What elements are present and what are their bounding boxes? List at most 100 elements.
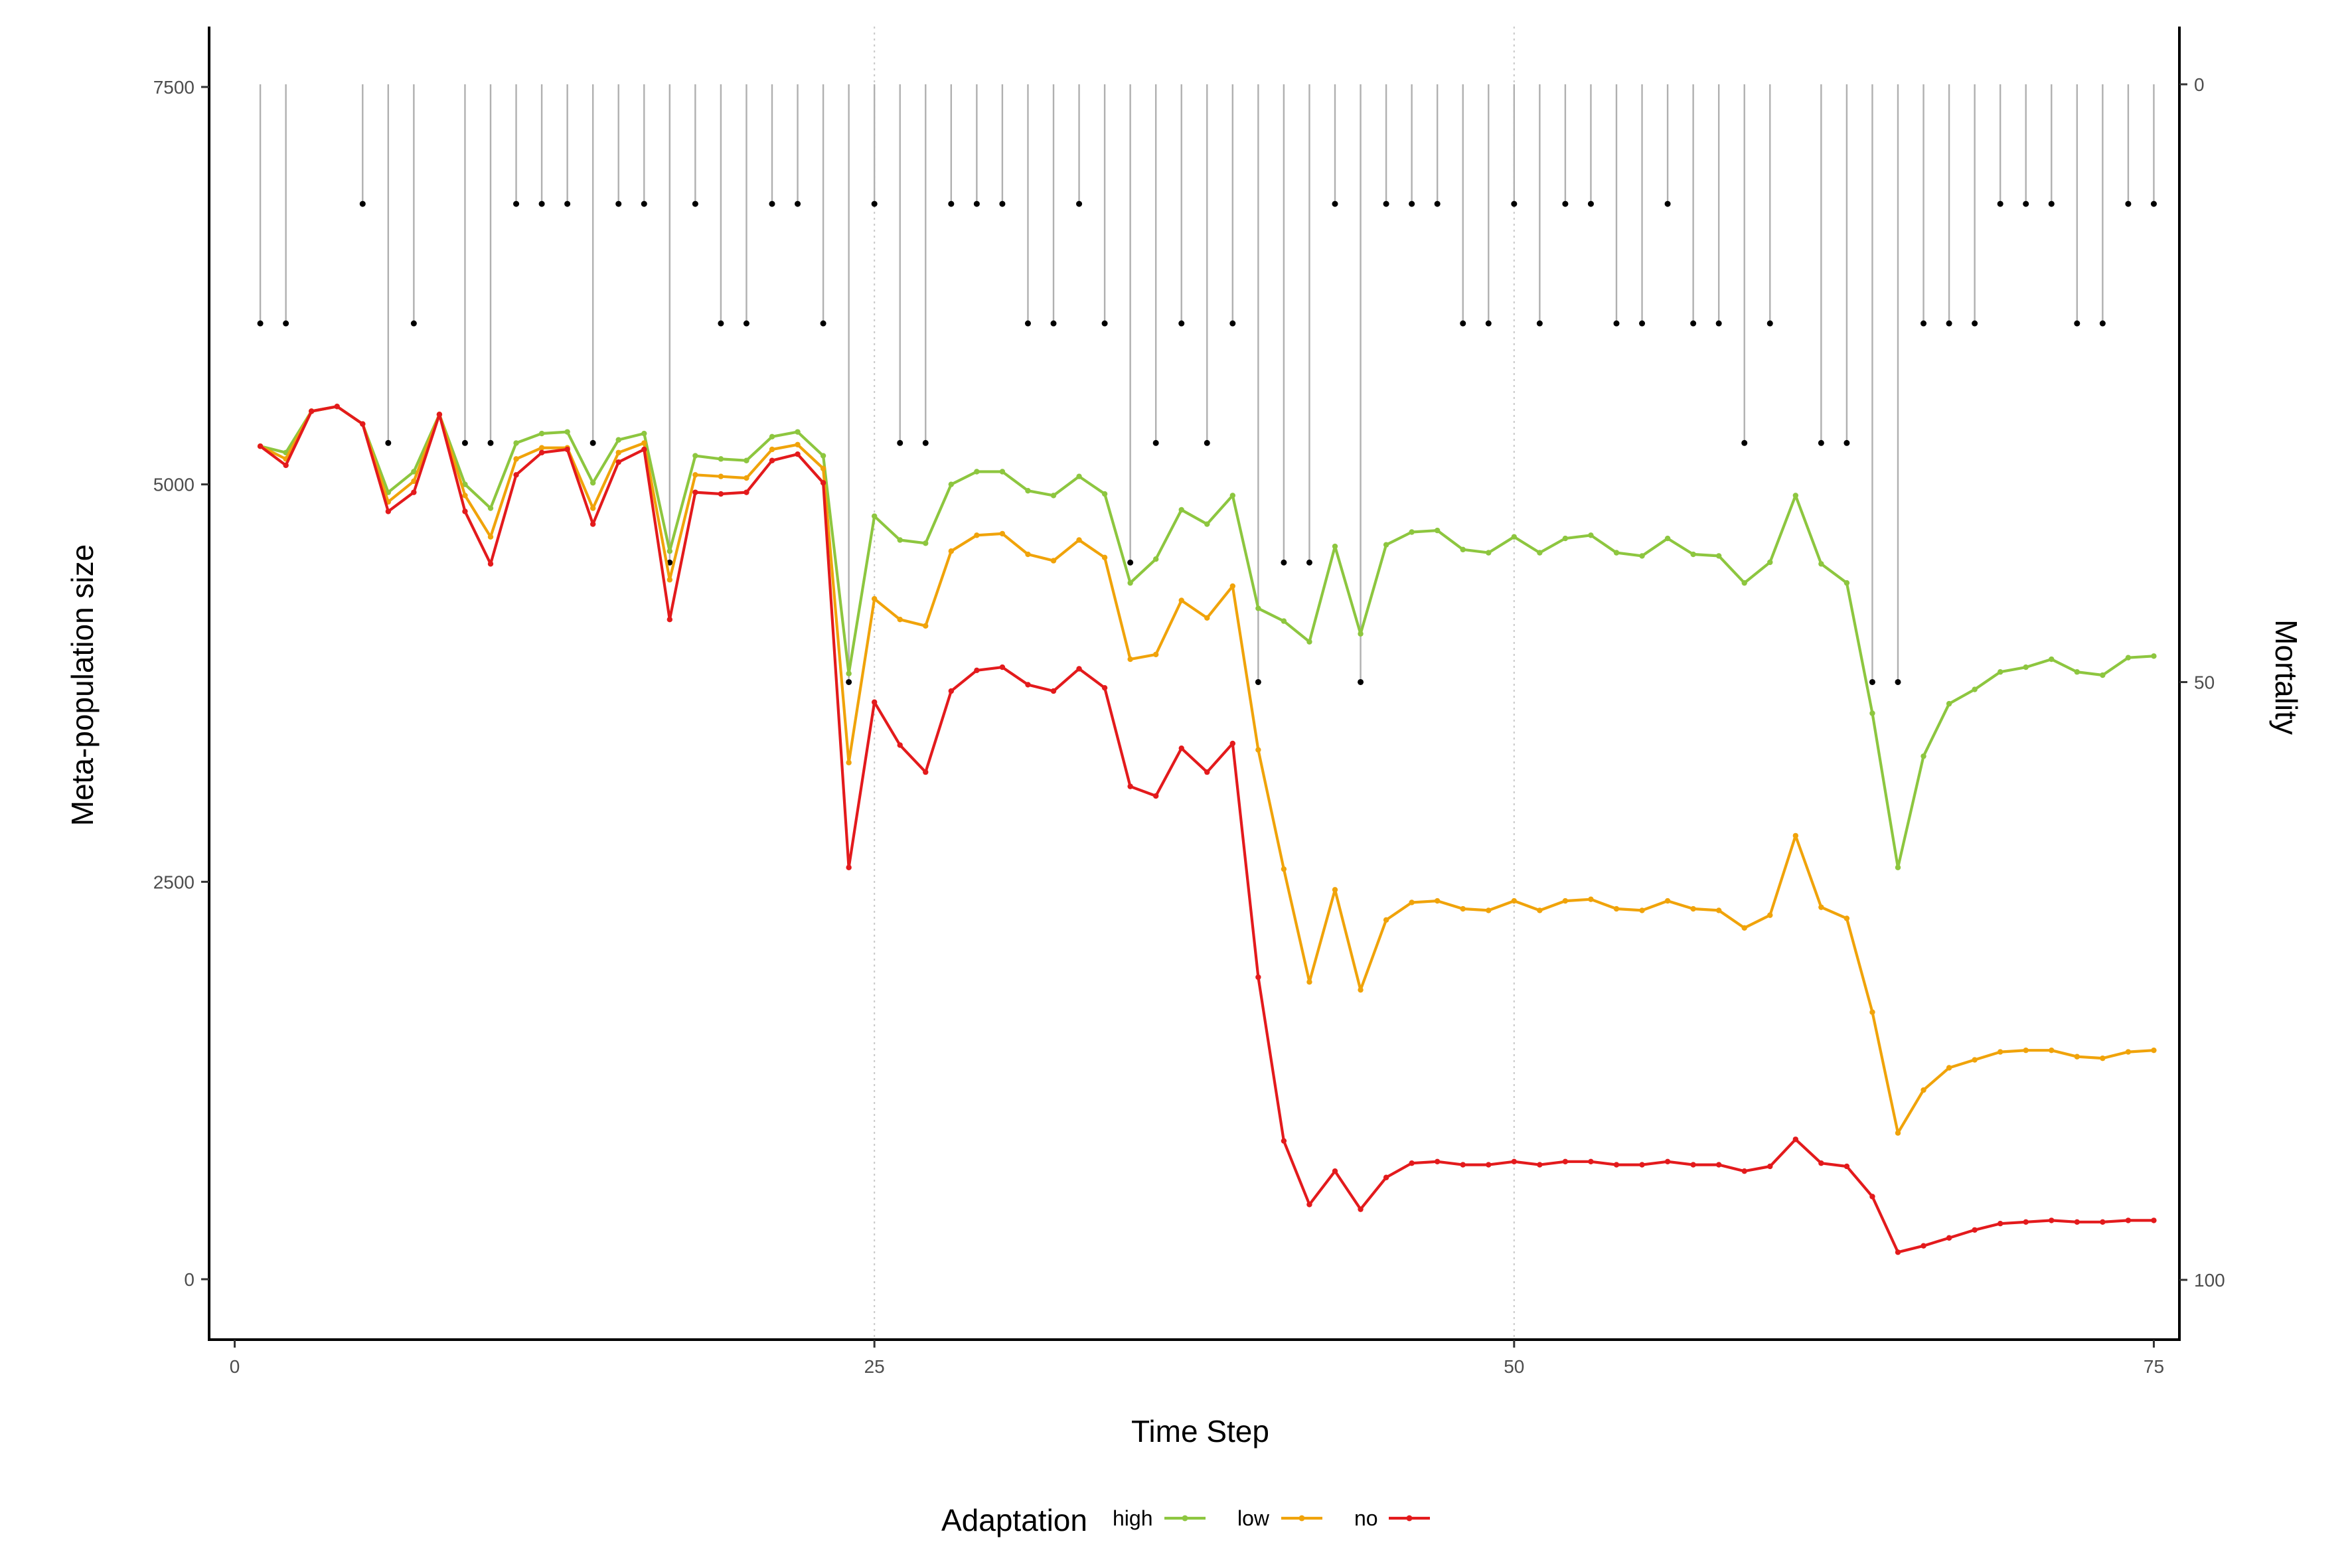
legend-title: Adaptation: [941, 1503, 1087, 1537]
series-point-high: [513, 440, 519, 446]
series-point-low: [897, 617, 903, 623]
mortality-point: [1921, 320, 1927, 327]
mortality-point: [513, 200, 520, 207]
mortality-point: [871, 200, 878, 207]
series-point-low: [1767, 912, 1773, 918]
y2-tick-label: 100: [2194, 1270, 2225, 1291]
mortality-point: [1409, 200, 1415, 207]
series-point-high: [1409, 529, 1415, 535]
series-point-high: [487, 505, 494, 511]
mortality-point: [666, 559, 673, 566]
series-point-low: [1127, 656, 1133, 663]
mortality-point: [1972, 320, 1978, 327]
mortality-point: [359, 200, 366, 207]
series-point-high: [1741, 580, 1747, 586]
series-point-low: [1101, 554, 1108, 561]
series-point-no: [1767, 1163, 1773, 1170]
mortality-point: [1204, 439, 1210, 446]
series-point-no: [283, 462, 289, 469]
series-point-no: [1101, 684, 1108, 691]
series-point-high: [692, 453, 698, 459]
legend-label-low: low: [1237, 1506, 1270, 1530]
series-point-high: [1486, 550, 1492, 556]
mortality-point: [1639, 320, 1646, 327]
series-point-no: [257, 443, 264, 449]
mortality-point: [1485, 320, 1492, 327]
series-point-high: [718, 456, 724, 462]
series-point-no: [2151, 1217, 2157, 1223]
series-point-high: [948, 481, 955, 487]
series-point-low: [1690, 905, 1696, 912]
series-point-high: [744, 457, 749, 463]
series-point-no: [462, 509, 468, 514]
mortality-point: [1818, 439, 1824, 446]
series-point-high: [2074, 669, 2080, 675]
mortality-point: [1152, 439, 1159, 446]
series-point-low: [1972, 1057, 1978, 1063]
series-point-no: [589, 521, 596, 527]
series-point-no: [923, 769, 929, 775]
mortality-point: [538, 200, 545, 207]
series-low: [257, 404, 2157, 1136]
series-point-no: [2049, 1217, 2055, 1223]
mortality-point: [922, 439, 929, 446]
series-point-high: [1460, 546, 1466, 553]
series-point-no: [1792, 1137, 1799, 1142]
series-point-low: [1715, 907, 1722, 913]
mortality-point: [1332, 200, 1338, 207]
series-point-low: [1921, 1087, 1926, 1093]
series-point-low: [1792, 832, 1799, 839]
mortality-point: [564, 200, 571, 207]
series-point-low: [923, 623, 929, 629]
series-point-no: [1204, 769, 1210, 775]
series-point-high: [1358, 631, 1364, 637]
series-point-high: [641, 430, 647, 437]
series-point-no: [487, 561, 494, 567]
series-point-high: [2100, 672, 2106, 678]
series-point-no: [795, 451, 801, 457]
x-tick-label: 25: [864, 1356, 885, 1377]
series-point-high: [1921, 753, 1926, 759]
series-point-high: [1664, 535, 1671, 542]
series-point-no: [1358, 1206, 1364, 1212]
series-point-no: [1281, 1138, 1287, 1144]
series-point-high: [666, 548, 673, 554]
series-point-no: [820, 480, 826, 486]
mortality-point: [1050, 320, 1057, 327]
series-point-high: [923, 540, 929, 546]
series-point-no: [1511, 1158, 1518, 1164]
series-point-no: [1664, 1158, 1671, 1164]
mortality-point: [1460, 320, 1466, 327]
grid-lines: [874, 27, 1515, 1340]
series-point-high: [999, 469, 1006, 475]
series-point-high: [411, 469, 417, 475]
series-point-high: [1562, 535, 1569, 542]
mortality-point: [257, 320, 264, 327]
axes: 0 25 50 75 0 2500 5000 7500 0 50 100: [153, 27, 2225, 1377]
series-point-no: [1921, 1243, 1926, 1249]
series-point-low: [1383, 917, 1389, 923]
mortality-point: [1536, 320, 1543, 327]
series-point-no: [1486, 1162, 1492, 1168]
series-point-no: [1972, 1227, 1978, 1233]
mortality-point: [692, 200, 698, 207]
series-point-no: [641, 446, 647, 453]
series-point-low: [795, 441, 801, 447]
mortality-point: [1178, 320, 1185, 327]
series-point-high: [897, 537, 903, 543]
mortality-point: [1562, 200, 1569, 207]
mortality-point: [1895, 678, 1901, 685]
mortality-lollipops: [257, 84, 2157, 685]
mortality-point: [1587, 200, 1594, 207]
series-point-low: [666, 577, 673, 583]
series-point-low: [744, 475, 749, 481]
legend-key-point-no: [1406, 1515, 1413, 1522]
series-point-high: [564, 429, 570, 435]
series-point-no: [2074, 1219, 2080, 1225]
legend-label-no: no: [1354, 1506, 1378, 1530]
series-point-low: [1741, 925, 1747, 931]
series-point-low: [769, 446, 775, 453]
series-point-low: [641, 440, 647, 446]
mortality-point: [1613, 320, 1620, 327]
series-point-no: [1818, 1160, 1824, 1166]
